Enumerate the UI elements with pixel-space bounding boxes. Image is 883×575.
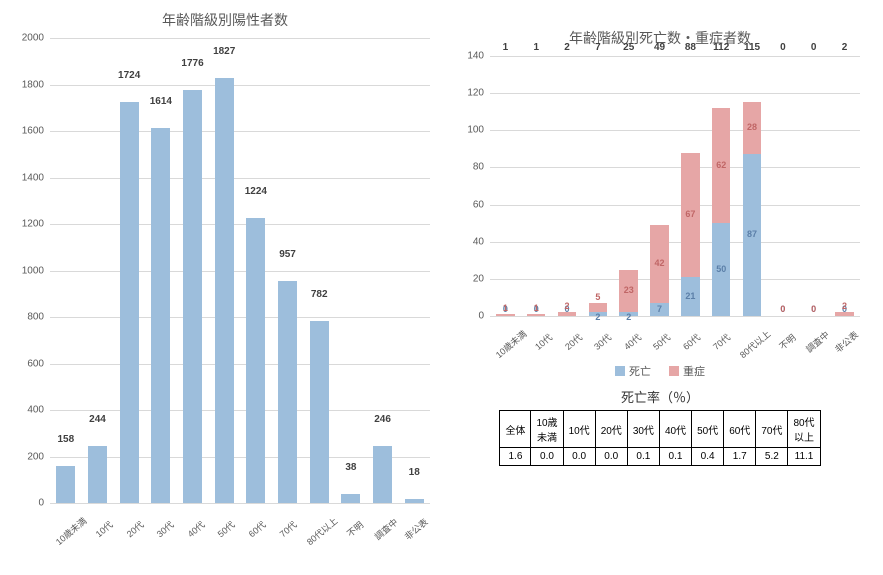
table-cell: 0.4 [692,448,724,466]
table-header: 40代 [659,411,691,448]
right-chart-area: 0204060801001201400110110222572232574249… [450,56,870,316]
mortality-table-title: 死亡率（％） [450,387,870,406]
stack-7: 5062112 [706,56,737,316]
stack-2: 022 [552,56,583,316]
table-header: 30代 [627,411,659,448]
bar-11: 18 [398,38,430,503]
stack-11: 022 [829,56,860,316]
table-header: 10代 [563,411,595,448]
table-header: 80代以上 [788,411,820,448]
table-header: 50代 [692,411,724,448]
left-chart-title: 年齢階級別陽性者数 [10,10,440,30]
stack-5: 74249 [644,56,675,316]
bar-3: 1614 [145,38,177,503]
bar-6: 1224 [240,38,272,503]
bar-2: 1724 [113,38,145,503]
bar-4: 1776 [177,38,209,503]
bar-5: 1827 [208,38,240,503]
mortality-table: 全体10歳未満10代20代30代40代50代60代70代80代以上 1.60.0… [499,410,820,466]
bar-1: 244 [82,38,114,503]
table-header: 20代 [595,411,627,448]
table-cell: 0.0 [531,448,563,466]
table-header: 10歳未満 [531,411,563,448]
table-cell: 0.1 [627,448,659,466]
stack-8: 8728115 [737,56,768,316]
stack-9: 000 [767,56,798,316]
stack-10: 000 [798,56,829,316]
left-x-labels: 10歳未満10代20代30代40代50代60代70代80代以上不明調査中非公表 [50,509,430,522]
table-cell: 5.2 [756,448,788,466]
stack-0: 011 [490,56,521,316]
bar-9: 38 [335,38,367,503]
table-cell: 0.0 [595,448,627,466]
table-header: 全体 [500,411,531,448]
stack-6: 216788 [675,56,706,316]
legend-severe: 重症 [669,363,705,379]
right-panel: 年齢階級別死亡数・重症者数 02040608010012014001101102… [450,10,870,565]
right-x-labels: 10歳未満10代20代30代40代50代60代70代80代以上不明調査中非公表 [490,322,860,335]
bar-8: 782 [303,38,335,503]
left-chart-area: 0200400600800100012001400160018002000158… [10,38,440,503]
bar-7: 957 [272,38,304,503]
legend-death: 死亡 [615,363,651,379]
stack-4: 22325 [613,56,644,316]
stack-1: 011 [521,56,552,316]
table-header: 70代 [756,411,788,448]
table-cell: 11.1 [788,448,820,466]
bar-10: 246 [367,38,399,503]
stack-3: 257 [582,56,613,316]
right-chart-legend: 死亡 重症 [450,363,870,379]
table-cell: 1.6 [500,448,531,466]
table-cell: 1.7 [724,448,756,466]
table-header: 60代 [724,411,756,448]
table-cell: 0.1 [659,448,691,466]
positives-chart-panel: 年齢階級別陽性者数 020040060080010001200140016001… [10,10,440,565]
bar-0: 158 [50,38,82,503]
table-cell: 0.0 [563,448,595,466]
